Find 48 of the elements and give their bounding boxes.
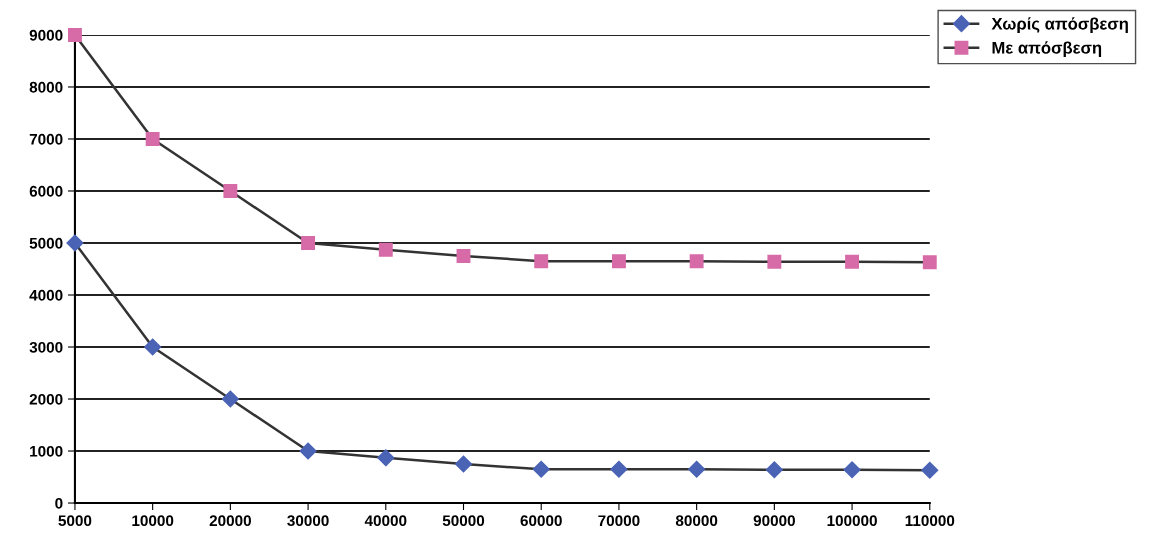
- x-tick-label: 40000: [364, 515, 407, 527]
- point: [454, 455, 473, 473]
- y-tick-label: 0: [55, 497, 63, 509]
- point: [66, 234, 84, 252]
- x-tick-label: 20000: [209, 515, 251, 527]
- y-tick-label: 3000: [29, 341, 63, 353]
- point: [845, 254, 860, 269]
- y-tick-label: 4000: [29, 289, 63, 301]
- x-tick-label: 100000: [827, 515, 877, 527]
- x-tick-label: 90000: [753, 515, 795, 527]
- y-tick-label: 7000: [29, 133, 63, 145]
- y-tick-label: 6000: [29, 185, 63, 197]
- point: [610, 460, 628, 478]
- x-tick-label: 10000: [132, 515, 174, 527]
- point: [922, 255, 937, 270]
- point: [378, 242, 393, 257]
- point: [611, 254, 626, 269]
- point: [301, 236, 316, 250]
- y-tick-label: 8000: [29, 81, 63, 93]
- y-tick-label: 9000: [29, 29, 63, 41]
- point: [534, 254, 549, 269]
- x-tick-label: 60000: [520, 515, 562, 527]
- point: [921, 461, 939, 479]
- point: [221, 390, 239, 408]
- legend-label: Χωρίς απόσβεση: [991, 17, 1128, 33]
- x-tick-label: 30000: [287, 515, 329, 527]
- point: [377, 449, 395, 467]
- point: [223, 184, 238, 198]
- y-tick-label: 1000: [30, 445, 63, 457]
- x-tick-label: 70000: [598, 515, 640, 527]
- point: [532, 460, 550, 478]
- x-tick-label: 110000: [905, 515, 955, 527]
- point: [765, 461, 783, 479]
- point: [767, 254, 782, 269]
- x-tick-label: 50000: [442, 515, 485, 527]
- x-tick-label: 5000: [58, 515, 92, 527]
- point: [67, 28, 82, 42]
- point: [299, 442, 317, 460]
- point: [843, 461, 861, 479]
- y-tick-label: 2000: [29, 393, 63, 405]
- y-tick-label: 5000: [29, 237, 63, 249]
- point: [144, 338, 162, 356]
- legend-label: Με απόσβεση: [992, 41, 1102, 57]
- x-tick-label: 80000: [675, 515, 718, 527]
- point: [688, 460, 706, 478]
- point: [456, 249, 471, 263]
- point: [689, 254, 704, 269]
- point: [145, 132, 160, 146]
